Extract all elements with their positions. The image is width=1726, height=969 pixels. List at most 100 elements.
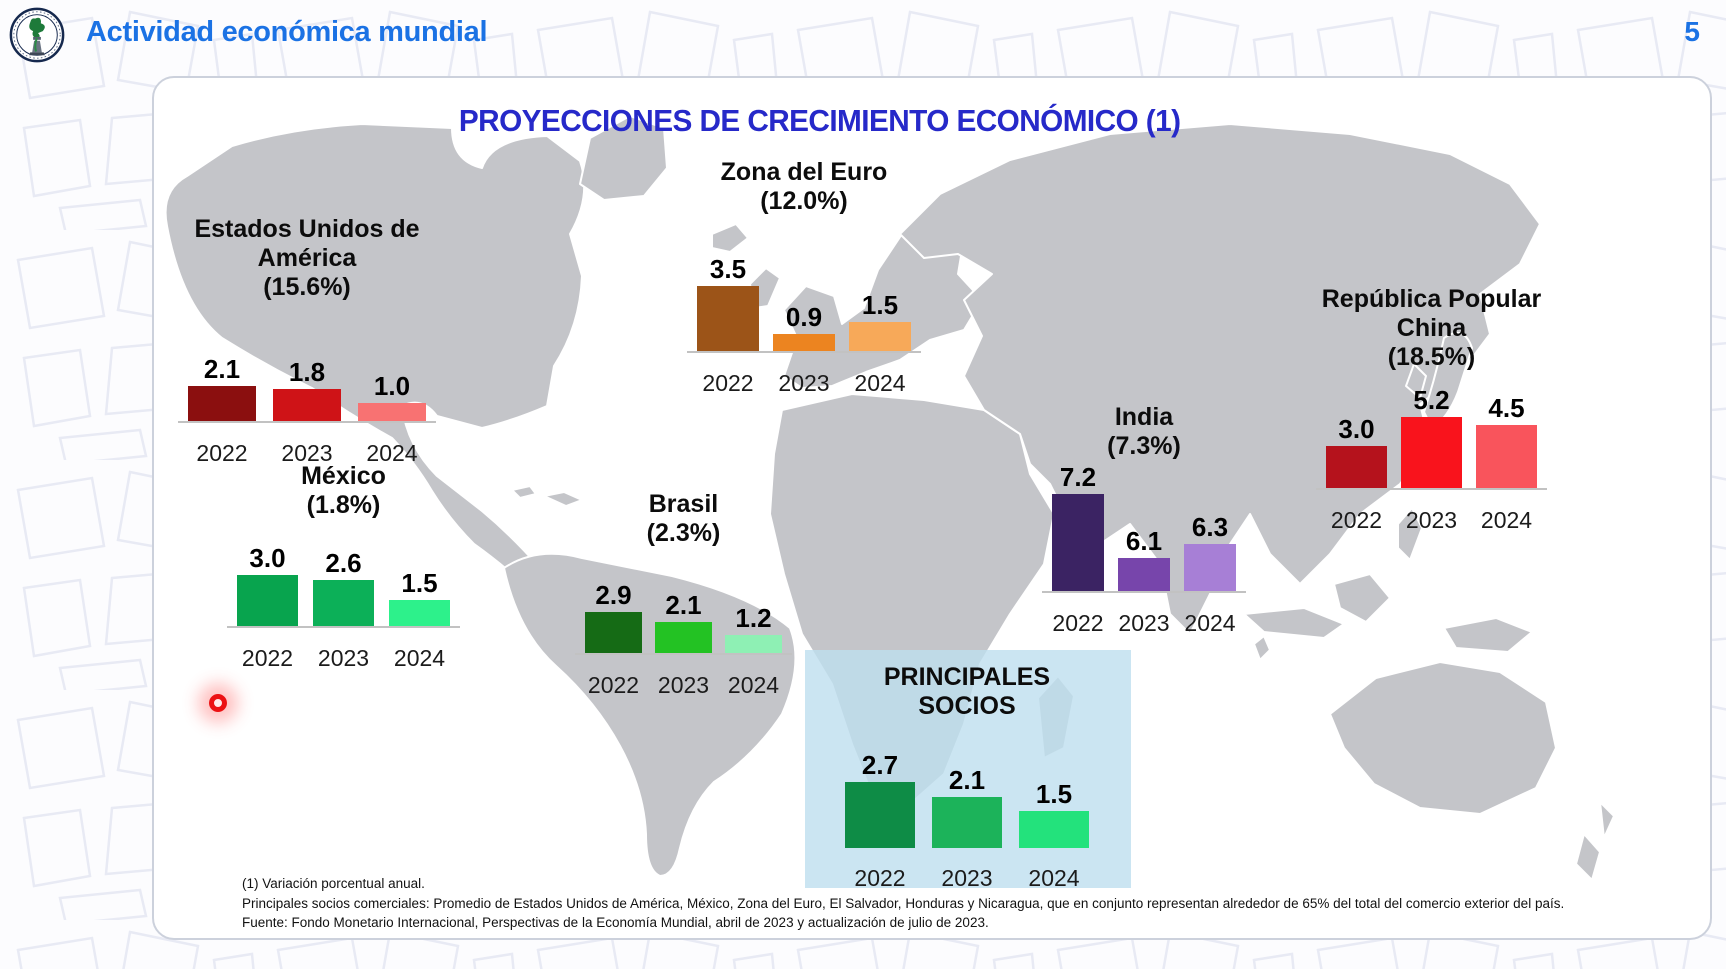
- region-title-line: (15.6%): [263, 273, 351, 301]
- year-labels: 2022 2023 2024: [835, 856, 1099, 892]
- bar-group: 2.7 2.1 1.5: [835, 750, 1099, 848]
- region-title-line: PRINCIPALES: [883, 663, 1051, 691]
- bar: [1052, 494, 1104, 591]
- bar-column: 7.2: [1052, 462, 1104, 591]
- principales-socios-box: [805, 650, 1131, 888]
- bar-column: 0.9: [773, 254, 835, 351]
- bar-group: 3.5 0.9 1.5: [687, 254, 921, 353]
- region-title-line: (18.5%): [1387, 343, 1476, 371]
- year-label: 2023: [778, 370, 830, 396]
- bar: [845, 782, 915, 848]
- bar: [313, 580, 374, 626]
- year-label: 2023: [1405, 507, 1458, 533]
- bar-column: 1.0: [358, 354, 426, 421]
- bar-column: 2.9: [585, 580, 642, 653]
- bar: [1118, 558, 1170, 591]
- bar: [725, 635, 782, 653]
- bar-column: 4.5: [1476, 385, 1537, 488]
- year-label: 2023: [941, 865, 993, 891]
- bar-group: 3.0 2.6 1.5: [227, 543, 460, 628]
- bar-column: 3.0: [1326, 385, 1387, 488]
- year-labels: 2022 2023 2024: [575, 663, 792, 699]
- year-label: 2022: [587, 672, 640, 698]
- bar-column: 6.3: [1184, 462, 1236, 591]
- bar-column: 3.0: [237, 543, 298, 626]
- region-title-line: República Popular: [1321, 285, 1542, 313]
- bar-value-label: 1.5: [401, 568, 438, 598]
- region-title: India (7.3%): [954, 403, 1334, 461]
- bar-column: 1.5: [389, 543, 450, 626]
- footnote-line: Principales socios comerciales: Promedio…: [242, 895, 1565, 911]
- region-title-line: SOCIOS: [918, 692, 1016, 720]
- year-label: 2022: [196, 440, 248, 466]
- bar: [932, 797, 1002, 848]
- bar: [655, 622, 712, 653]
- year-label: 2024: [727, 672, 780, 698]
- region-title-line: Brasil: [648, 490, 719, 518]
- bar-value-label: 0.9: [785, 302, 823, 332]
- world-map: [164, 115, 1615, 881]
- bar: [1326, 446, 1387, 488]
- bar-value-label: 3.0: [1338, 414, 1375, 444]
- bar-value-label: 3.5: [709, 254, 747, 284]
- year-label: 2022: [854, 865, 906, 891]
- year-labels: 2022 2023 2024: [687, 361, 921, 397]
- bar: [1184, 544, 1236, 591]
- year-label: 2024: [1480, 507, 1533, 533]
- region-title: México (1.8%): [154, 462, 534, 520]
- bar-group: 2.9 2.1 1.2: [575, 580, 792, 655]
- bar-column: 5.2: [1401, 385, 1462, 488]
- laser-pointer-dot: [209, 694, 227, 712]
- bar-value-label: 1.5: [861, 290, 899, 320]
- year-label: 2024: [366, 440, 418, 466]
- bar: [1401, 417, 1462, 488]
- region-title-line: Zona del Euro: [720, 158, 888, 186]
- bar-column: 1.8: [273, 354, 341, 421]
- footnote-line: Fuente: Fondo Monetario Internacional, P…: [242, 915, 989, 930]
- bar-column: 1.5: [849, 254, 911, 351]
- region-title: Brasil (2.3%): [494, 490, 874, 548]
- region-title-line: India: [1114, 403, 1174, 431]
- bar: [773, 334, 835, 351]
- bar-value-label: 1.2: [735, 603, 772, 633]
- year-label: 2022: [1052, 610, 1104, 636]
- region-title: Estados Unidos de América (15.6%): [117, 215, 497, 302]
- slide-title: PROYECCIONES DE CRECIMIENTO ECONÓMICO (1…: [458, 103, 1181, 138]
- region-title: PRINCIPALES SOCIOS: [777, 663, 1157, 721]
- bar-value-label: 5.2: [1413, 385, 1450, 415]
- bar-value-label: 2.1: [948, 765, 986, 795]
- year-label: 2022: [241, 645, 294, 671]
- year-labels: 2022 2023 2024: [1042, 601, 1246, 637]
- region-title: República Popular China (18.5%): [1242, 285, 1622, 372]
- bar: [1476, 425, 1537, 488]
- bar-group: 3.0 5.2 4.5: [1316, 385, 1547, 490]
- bar-column: 1.5: [1019, 750, 1089, 848]
- year-label: 2023: [657, 672, 710, 698]
- bar-value-label: 7.2: [1059, 462, 1097, 492]
- bar-column: 2.1: [932, 750, 1002, 848]
- bar-value-label: 2.9: [595, 580, 632, 610]
- bar-value-label: 3.0: [249, 543, 286, 573]
- bar-column: 3.5: [697, 254, 759, 351]
- bar: [697, 286, 759, 351]
- region-title-line: (12.0%): [760, 187, 848, 215]
- region-title-line: (7.3%): [1107, 432, 1181, 460]
- bar-value-label: 6.3: [1191, 512, 1229, 542]
- bar-value-label: 1.5: [1035, 779, 1073, 809]
- bar-column: 2.6: [313, 543, 374, 626]
- bar-group: 2.1 1.8 1.0: [178, 354, 436, 423]
- bar: [358, 403, 426, 421]
- page-number: 5: [1684, 16, 1700, 47]
- bar: [585, 612, 642, 653]
- region-title-line: (1.8%): [306, 491, 381, 519]
- bar-value-label: 6.1: [1125, 526, 1163, 556]
- bar: [188, 386, 256, 421]
- year-label: 2022: [1330, 507, 1383, 533]
- region-title-line: México: [301, 462, 386, 490]
- region-title-line: Estados Unidos de: [194, 215, 420, 243]
- bar-column: 2.1: [188, 354, 256, 421]
- bar-column: 6.1: [1118, 462, 1170, 591]
- year-label: 2023: [281, 440, 333, 466]
- region-title-line: China: [1396, 314, 1467, 342]
- bar: [849, 322, 911, 351]
